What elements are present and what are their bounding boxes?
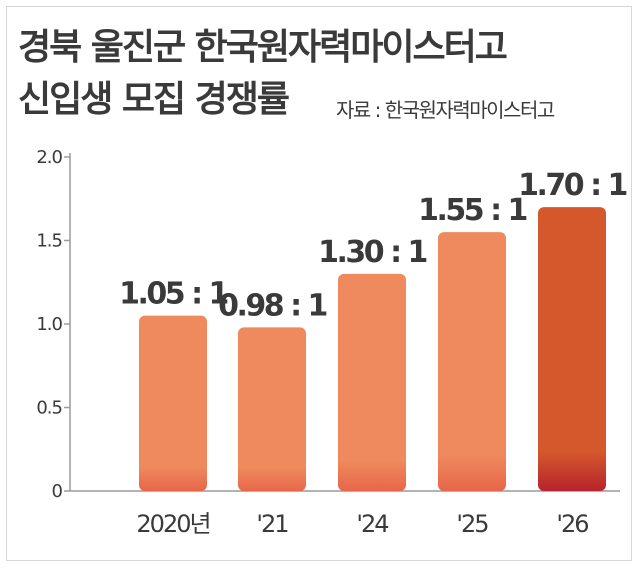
y-tick-label: 0.5 (36, 398, 62, 419)
data-label: 0.98 : 1 (218, 288, 326, 323)
data-label: 1.30 : 1 (318, 235, 426, 270)
y-tick-label: 2.0 (36, 147, 62, 168)
y-tick-label: 0 (52, 481, 63, 502)
chart-title-line1: 경북 울진군 한국원자력마이스터고 (18, 27, 508, 68)
bar (238, 327, 306, 491)
data-label: 1.55 : 1 (418, 193, 526, 228)
y-tick-label: 1.5 (36, 231, 62, 252)
bar (438, 232, 506, 491)
chart-frame (6, 6, 632, 561)
source-note: 자료 : 한국원자력마이스터고 (336, 98, 555, 122)
data-label: 1.70 : 1 (518, 168, 626, 203)
chart-title-line2: 신입생 모집 경쟁률 (18, 79, 290, 120)
bar (139, 315, 207, 491)
bar (538, 207, 606, 491)
x-tick-label: '21 (256, 510, 288, 538)
x-tick-label: '25 (456, 510, 488, 538)
x-tick-label: 2020년 (136, 510, 209, 538)
x-tick-label: '26 (556, 510, 588, 538)
bar (338, 273, 406, 491)
y-tick-label: 1.0 (36, 314, 62, 335)
data-label: 1.05 : 1 (119, 277, 227, 312)
x-tick-label: '24 (356, 510, 388, 538)
